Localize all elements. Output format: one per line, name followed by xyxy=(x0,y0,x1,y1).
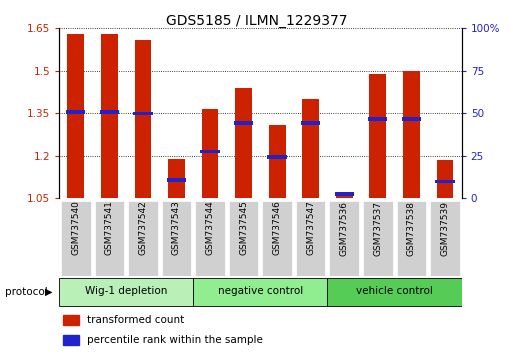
Text: GSM737536: GSM737536 xyxy=(340,201,349,256)
Bar xyxy=(63,315,79,325)
FancyBboxPatch shape xyxy=(128,201,157,276)
FancyBboxPatch shape xyxy=(296,201,325,276)
Text: GSM737540: GSM737540 xyxy=(71,201,80,256)
Bar xyxy=(368,117,387,121)
Text: GSM737543: GSM737543 xyxy=(172,201,181,256)
Bar xyxy=(202,109,219,198)
Bar xyxy=(66,110,86,114)
Text: GSM737547: GSM737547 xyxy=(306,201,315,256)
Bar xyxy=(67,34,84,198)
FancyBboxPatch shape xyxy=(430,201,460,276)
Text: GSM737542: GSM737542 xyxy=(139,201,147,255)
Bar xyxy=(269,125,286,198)
Text: negative control: negative control xyxy=(218,286,303,296)
Text: GSM737538: GSM737538 xyxy=(407,201,416,256)
Text: GSM737546: GSM737546 xyxy=(272,201,282,256)
Text: ▶: ▶ xyxy=(45,287,52,297)
FancyBboxPatch shape xyxy=(195,201,225,276)
FancyBboxPatch shape xyxy=(162,201,191,276)
Bar xyxy=(402,117,421,121)
Bar xyxy=(435,179,455,183)
Text: protocol: protocol xyxy=(5,287,48,297)
Text: transformed count: transformed count xyxy=(87,315,185,325)
Text: GSM737541: GSM737541 xyxy=(105,201,114,256)
Text: GSM737544: GSM737544 xyxy=(206,201,214,255)
FancyBboxPatch shape xyxy=(397,201,426,276)
Text: GSM737537: GSM737537 xyxy=(373,201,382,256)
Bar xyxy=(301,121,320,125)
Text: GSM737545: GSM737545 xyxy=(239,201,248,256)
FancyBboxPatch shape xyxy=(329,201,359,276)
Text: GDS5185 / ILMN_1229377: GDS5185 / ILMN_1229377 xyxy=(166,14,347,28)
FancyBboxPatch shape xyxy=(193,278,327,306)
FancyBboxPatch shape xyxy=(363,201,392,276)
Bar xyxy=(437,160,453,198)
Bar xyxy=(167,178,186,182)
Bar xyxy=(133,112,152,115)
Bar xyxy=(234,121,253,125)
Bar xyxy=(267,155,287,159)
Bar xyxy=(100,110,119,114)
Text: vehicle control: vehicle control xyxy=(356,286,433,296)
FancyBboxPatch shape xyxy=(94,201,124,276)
Bar xyxy=(168,159,185,198)
FancyBboxPatch shape xyxy=(327,278,462,306)
Bar xyxy=(302,99,319,198)
Bar xyxy=(101,34,117,198)
FancyBboxPatch shape xyxy=(262,201,292,276)
FancyBboxPatch shape xyxy=(59,278,193,306)
Bar xyxy=(235,88,252,198)
FancyBboxPatch shape xyxy=(61,201,90,276)
Text: GSM737539: GSM737539 xyxy=(441,201,449,256)
Bar xyxy=(403,71,420,198)
Bar xyxy=(201,150,220,153)
FancyBboxPatch shape xyxy=(229,201,259,276)
Bar xyxy=(336,193,352,198)
Bar xyxy=(369,74,386,198)
Text: percentile rank within the sample: percentile rank within the sample xyxy=(87,335,263,345)
Bar xyxy=(334,192,354,196)
Bar xyxy=(134,40,151,198)
Bar xyxy=(63,335,79,345)
Text: Wig-1 depletion: Wig-1 depletion xyxy=(85,286,167,296)
